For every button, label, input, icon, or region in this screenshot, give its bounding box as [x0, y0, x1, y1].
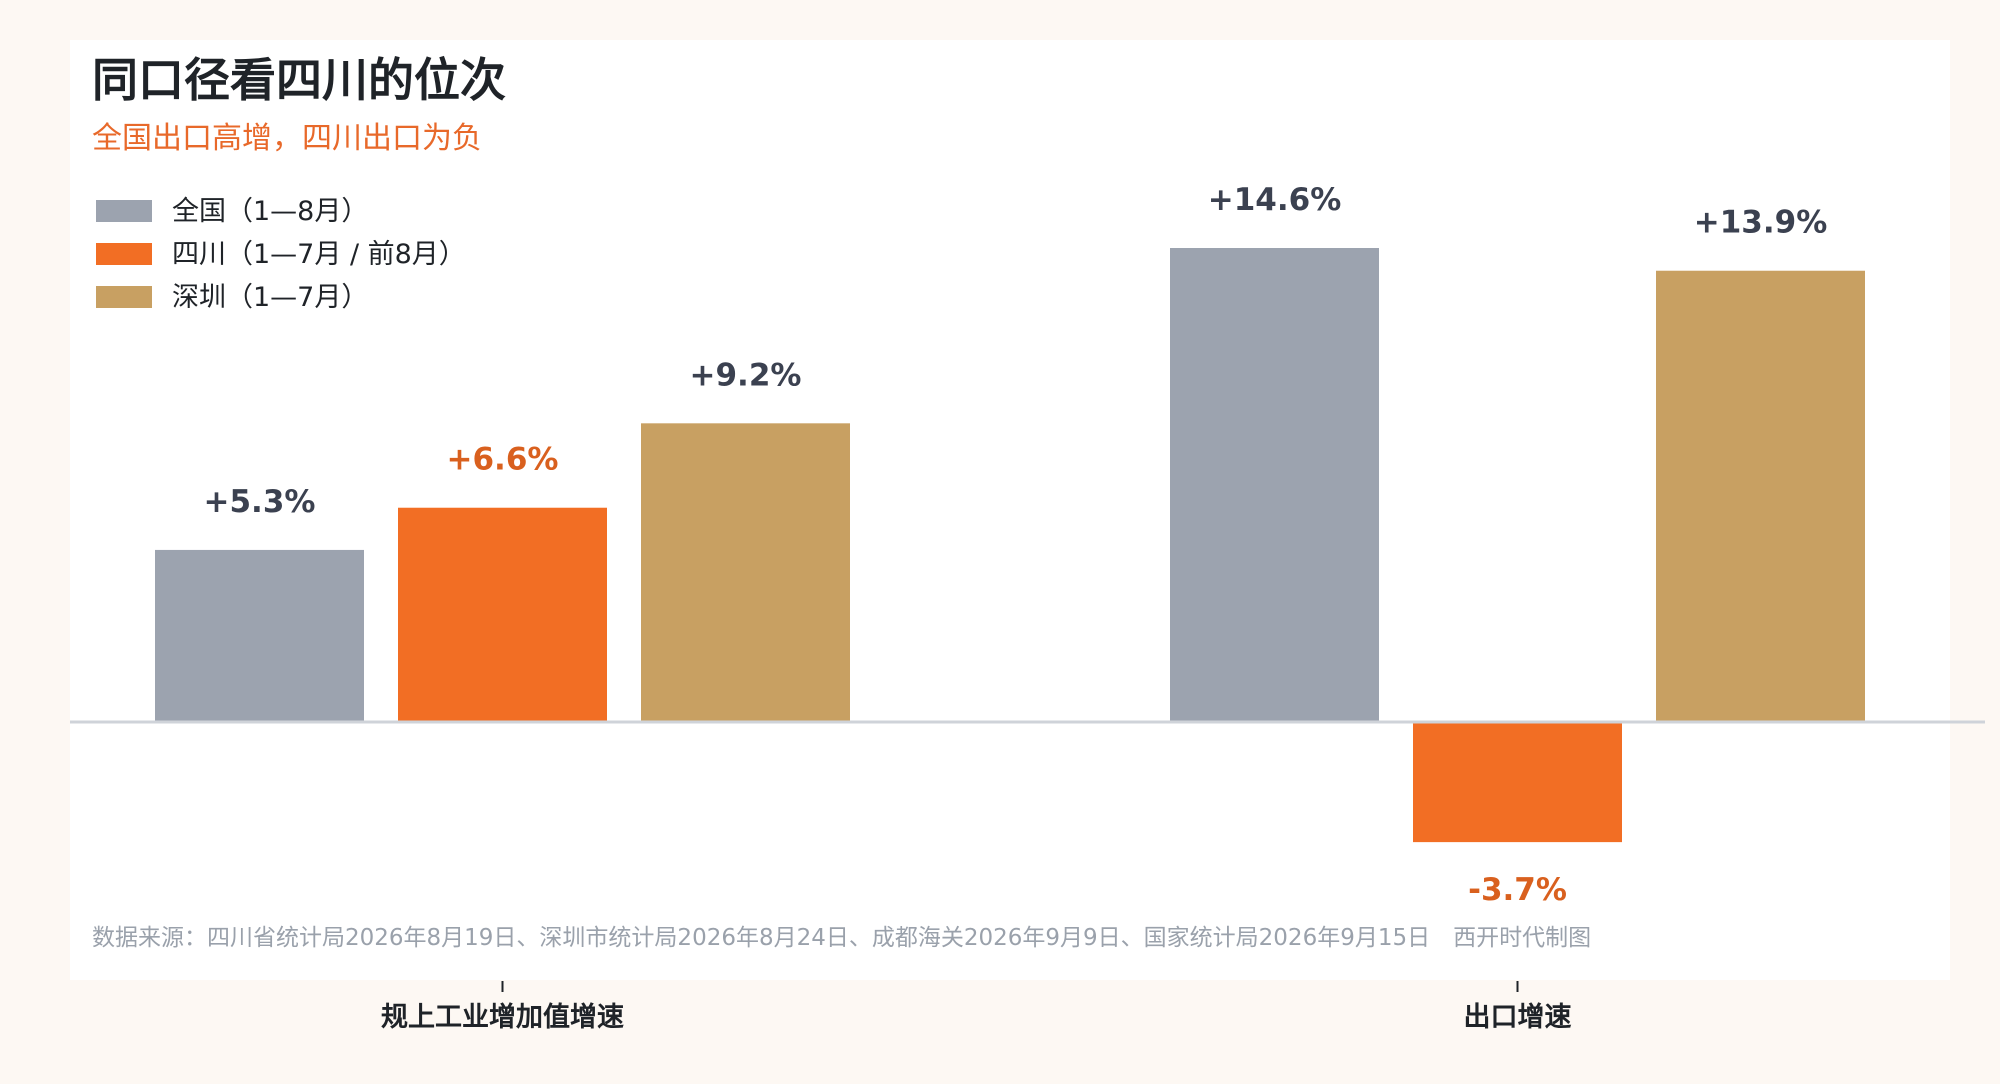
bar-0-2: [641, 423, 850, 722]
bar-1-2: [1656, 270, 1865, 722]
x-tick-label-1: 出口增速: [1464, 1001, 1572, 1033]
legend-label-0: 全国（1—8月）: [172, 196, 368, 227]
value-label-0-0: +5.3%: [204, 484, 316, 520]
value-label-1-2: +13.9%: [1694, 205, 1828, 241]
chart-panel: [70, 40, 1950, 980]
legend: 全国（1—8月） 四川（1—7月 / 前8月） 深圳（1—7月）: [96, 196, 466, 313]
legend-label-1: 四川（1—7月 / 前8月）: [172, 239, 466, 270]
value-label-1-1: -3.7%: [1468, 872, 1567, 908]
legend-label-2: 深圳（1—7月）: [172, 282, 368, 313]
bars: [155, 248, 1865, 843]
x-axis: 规上工业增加值增速 出口增速: [381, 981, 1572, 1033]
bar-0-0: [155, 549, 364, 722]
value-labels: +5.3% +6.6% +9.2% +14.6% -3.7% +13.9%: [204, 182, 1828, 908]
legend-swatch-1: [96, 243, 152, 265]
value-label-1-0: +14.6%: [1208, 182, 1342, 218]
x-tick-label-0: 规上工业增加值增速: [381, 1001, 624, 1033]
value-label-0-1: +6.6%: [447, 442, 559, 478]
chart-title: 同口径看四川的位次: [92, 53, 506, 107]
legend-swatch-0: [96, 200, 152, 222]
value-label-0-2: +9.2%: [690, 357, 802, 393]
source-note: 数据来源：四川省统计局2026年8月19日、深圳市统计局2026年8月24日、成…: [92, 925, 1591, 951]
bar-1-1: [1413, 722, 1622, 843]
bar-0-1: [398, 507, 607, 722]
bar-1-0: [1170, 248, 1379, 722]
chart-subtitle: 全国出口高增，四川出口为负: [92, 121, 482, 156]
legend-swatch-2: [96, 286, 152, 308]
